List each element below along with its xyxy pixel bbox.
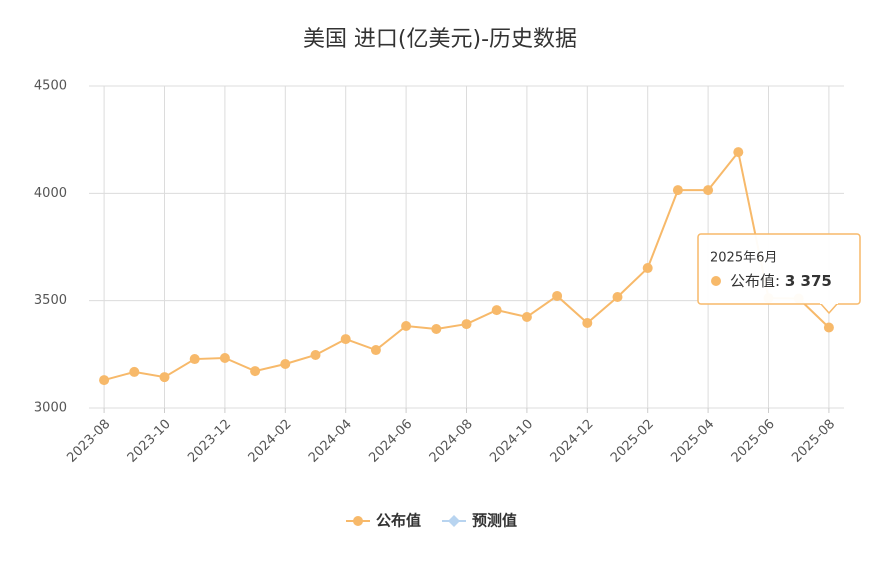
- tooltip: 2025年6月 公布值: 3 375: [697, 233, 861, 315]
- tooltip-name: 公布值: [730, 272, 775, 290]
- data-point: [491, 305, 502, 316]
- data-point: [703, 185, 714, 196]
- data-point: [340, 334, 351, 345]
- y-tick-label: 3000: [34, 401, 67, 416]
- data-point: [461, 319, 472, 330]
- x-tick-label: 2024-04: [306, 417, 355, 466]
- data-point: [370, 345, 381, 356]
- legend-label: 公布值: [376, 512, 421, 530]
- tooltip-value: 3 375: [785, 272, 832, 290]
- tooltip-colon: :: [775, 272, 785, 290]
- data-point: [99, 375, 110, 386]
- x-tick-label: 2023-12: [185, 417, 234, 466]
- data-point: [401, 320, 412, 331]
- data-point: [431, 324, 442, 335]
- x-tick-label: 2025-06: [729, 417, 778, 466]
- data-point: [250, 366, 261, 377]
- data-point: [733, 147, 744, 158]
- x-tick-label: 2025-04: [668, 417, 717, 466]
- data-point: [219, 352, 230, 363]
- data-point: [189, 354, 200, 365]
- data-point: [129, 366, 140, 377]
- x-tick-label: 2024-10: [487, 417, 536, 466]
- x-tick-label: 2025-08: [789, 417, 838, 466]
- chart-title: 美国 进口(亿美元)-历史数据: [303, 27, 577, 52]
- data-point: [823, 322, 834, 333]
- legend-marker: [448, 515, 460, 527]
- tooltip-series: 公布值: 3 375: [730, 272, 832, 290]
- data-point: [672, 185, 683, 196]
- legend-label: 预测值: [472, 512, 517, 530]
- tooltip-arrow-cover: [820, 300, 838, 304]
- data-point: [612, 292, 623, 303]
- tooltip-arrow: [820, 303, 838, 315]
- x-tick-label: 2024-08: [427, 417, 476, 466]
- y-tick-label: 3500: [34, 293, 67, 308]
- data-point: [159, 372, 170, 383]
- tooltip-marker: [711, 276, 721, 286]
- data-point: [642, 263, 653, 274]
- x-tick-label: 2023-08: [64, 417, 113, 466]
- x-tick-label: 2023-10: [125, 417, 174, 466]
- tooltip-title: 2025年6月: [710, 251, 777, 266]
- data-point: [552, 290, 563, 301]
- x-tick-label: 2024-02: [246, 417, 295, 466]
- data-point: [521, 311, 532, 322]
- tooltip-box: [697, 233, 861, 305]
- x-tick-label: 2024-12: [548, 417, 597, 466]
- x-tick-label: 2024-06: [366, 417, 415, 466]
- data-point: [280, 358, 291, 369]
- y-tick-label: 4500: [34, 79, 67, 94]
- y-tick-label: 4000: [34, 186, 67, 201]
- data-point: [582, 317, 593, 328]
- x-tick-label: 2025-02: [608, 417, 657, 466]
- legend-marker: [353, 516, 363, 526]
- legend: 公布值 预测值: [346, 512, 517, 530]
- data-point: [310, 349, 321, 360]
